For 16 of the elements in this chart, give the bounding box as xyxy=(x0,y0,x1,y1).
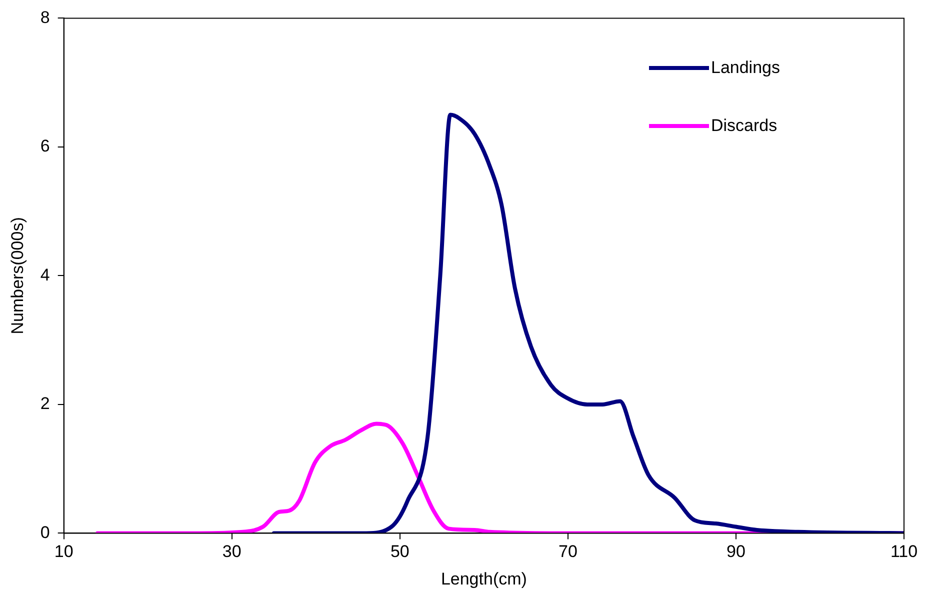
legend-label: Landings xyxy=(710,58,780,78)
x-tick-label: 30 xyxy=(222,542,242,562)
x-axis-title: Length(cm) xyxy=(440,569,527,588)
y-tick-label: 6 xyxy=(40,136,50,156)
legend-label: Discards xyxy=(710,116,778,136)
y-tick-label: 4 xyxy=(40,265,50,284)
y-tick-label: 8 xyxy=(40,8,50,27)
line-series xyxy=(272,112,904,534)
y-tick-label: 0 xyxy=(40,522,50,542)
x-tick-label: 110 xyxy=(890,542,918,562)
x-tick-label: 50 xyxy=(390,542,410,562)
x-tick-label: 10 xyxy=(54,542,74,562)
x-tick-label: 90 xyxy=(726,542,746,562)
x-tick-label: 70 xyxy=(558,542,578,562)
y-tick-label: 2 xyxy=(40,394,50,414)
y-axis-title: Numbers(000s) xyxy=(8,217,27,334)
